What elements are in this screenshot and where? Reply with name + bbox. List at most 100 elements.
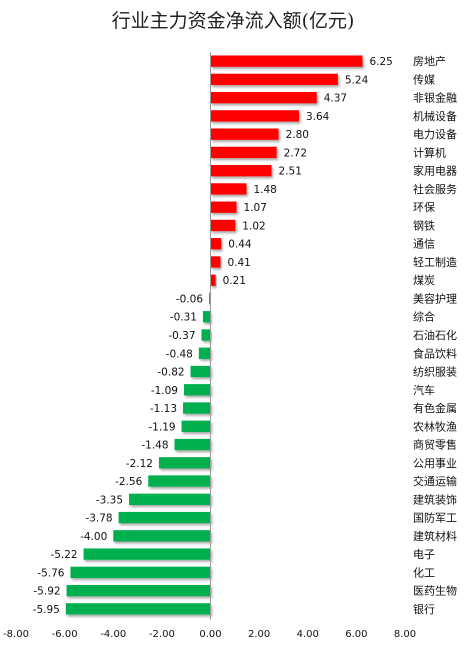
bar-13 xyxy=(209,292,211,305)
value-label-17: -0.82 xyxy=(157,367,184,379)
category-label-15: 石油石化 xyxy=(413,328,457,342)
bar-11 xyxy=(210,256,221,268)
bar-21 xyxy=(174,438,211,451)
bar-8 xyxy=(210,201,237,213)
value-label-5: 2.72 xyxy=(284,147,307,159)
bar-7 xyxy=(210,183,247,195)
value-label-10: 0.44 xyxy=(228,239,252,251)
value-label-21: -1.48 xyxy=(141,440,168,452)
x-tick-label-4: 0.00 xyxy=(199,629,221,640)
category-label-23: 交通运输 xyxy=(413,474,457,488)
bar-23 xyxy=(148,475,211,487)
bar-29 xyxy=(66,584,211,597)
category-labels-group: 房地产传媒非银金融机械设备电力设备计算机家用电器社会服务环保钢铁通信轻工制造煤炭… xyxy=(413,54,457,616)
category-label-22: 公用事业 xyxy=(413,457,457,470)
category-label-24: 建筑装饰 xyxy=(413,492,457,506)
category-label-28: 化工 xyxy=(413,565,435,579)
category-label-26: 建筑材料 xyxy=(413,529,457,543)
bar-17 xyxy=(190,365,211,378)
category-label-7: 社会服务 xyxy=(413,182,457,196)
x-tick-label-0: -8.00 xyxy=(3,629,29,640)
value-labels-group: 6.255.24 4.37 3.64 2.80 2.72 2.511.48 1.07 1.02… xyxy=(33,56,393,616)
x-tick-label-2: -4.00 xyxy=(100,629,126,640)
bar-19 xyxy=(183,402,211,414)
value-label-19: -1.13 xyxy=(150,403,177,415)
category-label-12: 煤炭 xyxy=(413,274,435,287)
value-label-7: 1.48 xyxy=(253,184,276,196)
value-label-2: 4.37 xyxy=(324,93,347,105)
bar-4 xyxy=(210,128,279,140)
value-label-15: -0.37 xyxy=(168,330,195,342)
value-label-26: -4.00 xyxy=(80,531,107,543)
category-label-18: 汽车 xyxy=(413,383,435,397)
x-axis-ticks-group: -8.00 -6.00 -4.00 -2.00 0.00 2.00 4.00 6.00 8.00 xyxy=(3,629,416,640)
bar-25 xyxy=(118,511,211,524)
value-label-16: -0.48 xyxy=(166,348,193,360)
bar-22 xyxy=(158,457,211,469)
bar-1 xyxy=(210,73,338,86)
value-label-20: -1.19 xyxy=(148,421,175,433)
x-tick-label-5: 2.00 xyxy=(248,629,270,640)
category-label-19: 有色金属 xyxy=(413,401,457,415)
value-label-28: -5.76 xyxy=(37,567,64,579)
category-label-27: 电子 xyxy=(413,548,435,561)
bar-0 xyxy=(210,55,363,67)
category-label-29: 医药生物 xyxy=(413,584,457,598)
value-label-6: 2.51 xyxy=(279,166,302,178)
category-label-4: 电力设备 xyxy=(413,127,457,141)
bars-group xyxy=(65,55,363,615)
bar-24 xyxy=(129,493,211,505)
bar-9 xyxy=(210,219,236,232)
value-label-0: 6.25 xyxy=(369,56,392,68)
value-label-1: 5.24 xyxy=(345,74,369,86)
x-tick-label-6: 4.00 xyxy=(297,629,319,640)
value-label-3: 3.64 xyxy=(306,111,330,123)
category-label-11: 轻工制造 xyxy=(413,255,457,269)
category-label-17: 纺织服装 xyxy=(413,365,457,379)
bar-2 xyxy=(210,91,317,104)
category-label-6: 家用电器 xyxy=(413,164,457,178)
bar-12 xyxy=(210,274,216,286)
bar-15 xyxy=(201,329,211,341)
category-label-16: 食品饮料 xyxy=(413,346,457,360)
chart-title: 行业主力资金净流入额(亿元) xyxy=(112,10,355,32)
bar-26 xyxy=(113,530,211,542)
x-tick-label-3: -2.00 xyxy=(149,629,175,640)
value-label-8: 1.07 xyxy=(244,202,267,214)
value-label-14: -0.31 xyxy=(170,312,197,324)
bar-10 xyxy=(210,238,222,250)
category-label-30: 银行 xyxy=(413,602,435,616)
category-label-13: 美容护理 xyxy=(413,291,457,305)
bar-3 xyxy=(210,110,299,122)
bar-6 xyxy=(210,165,272,177)
category-label-2: 非银金融 xyxy=(413,91,457,105)
category-label-5: 计算机 xyxy=(413,145,446,159)
value-label-24: -3.35 xyxy=(96,494,123,506)
value-label-18: -1.09 xyxy=(151,385,178,397)
bar-5 xyxy=(210,146,277,159)
bar-20 xyxy=(181,420,211,432)
category-label-21: 商贸零售 xyxy=(413,438,457,452)
category-label-14: 综合 xyxy=(413,310,435,324)
value-label-29: -5.92 xyxy=(33,586,60,598)
category-label-1: 传媒 xyxy=(413,73,435,86)
bar-14 xyxy=(202,311,211,323)
category-label-20: 农林牧渔 xyxy=(413,419,457,433)
x-tick-label-8: 8.00 xyxy=(394,629,416,640)
bar-27 xyxy=(83,548,211,560)
value-label-30: -5.95 xyxy=(33,604,60,616)
category-label-25: 国防军工 xyxy=(413,511,457,525)
category-label-3: 机械设备 xyxy=(413,109,457,123)
category-label-0: 房地产 xyxy=(413,54,446,68)
value-label-27: -5.22 xyxy=(50,549,77,561)
value-label-23: -2.56 xyxy=(115,476,142,488)
value-label-11: 0.41 xyxy=(227,257,250,269)
category-label-8: 环保 xyxy=(413,200,435,214)
bar-30 xyxy=(65,603,211,615)
value-label-9: 1.02 xyxy=(242,220,265,232)
x-tick-label-1: -6.00 xyxy=(52,629,78,640)
category-label-10: 通信 xyxy=(413,238,435,251)
bar-18 xyxy=(183,384,211,396)
